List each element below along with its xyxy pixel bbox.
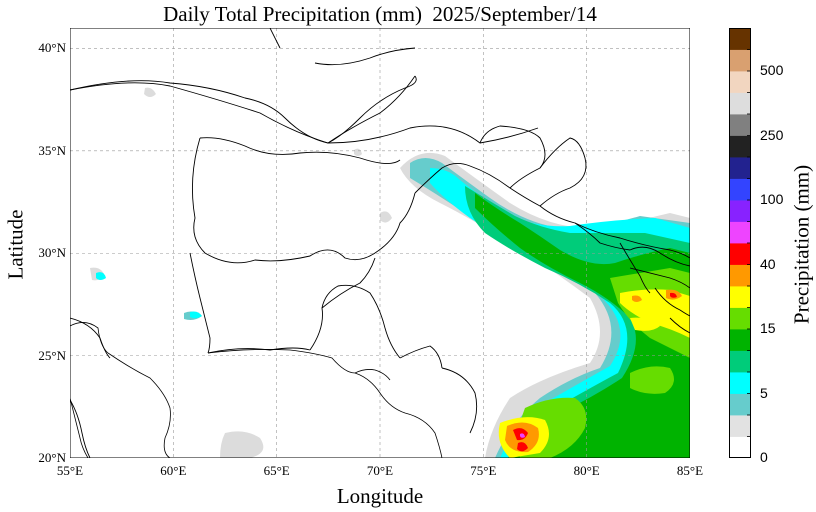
colorbar-segment (729, 329, 751, 351)
colorbar-segment (729, 393, 751, 416)
colorbar-segment (729, 200, 751, 222)
colorbar-segment (729, 28, 751, 50)
colorbar-label: 5 (760, 384, 768, 401)
x-tick-label: 60°E (160, 463, 187, 478)
colorbar-segment (729, 157, 751, 179)
colorbar-segment (729, 264, 751, 287)
colorbar-segment (729, 71, 751, 93)
precip-magenta-layer (520, 433, 525, 438)
colorbar-segment (729, 307, 751, 330)
colorbar-label: 0 (760, 449, 768, 465)
colorbar-segment (729, 135, 751, 158)
country-borders (70, 28, 690, 458)
colorbar-segment (729, 221, 751, 244)
colorbar-segment (729, 243, 751, 265)
y-axis-label: Latitude (3, 209, 28, 280)
colorbar-label: 40 (760, 255, 776, 272)
precipitation-map (70, 28, 690, 458)
y-tick-label: 20°N (38, 450, 66, 465)
x-tick-label: 55°E (56, 463, 84, 478)
y-tick-label: 25°N (38, 347, 66, 363)
colorbar-label: 15 (760, 320, 776, 336)
colorbar-segment (729, 350, 751, 373)
colorbar-title: Precipitation (mm) (789, 164, 814, 325)
x-tick-label: 85°E (676, 463, 704, 478)
colorbar-label: 250 (760, 126, 784, 143)
colorbar-segment (729, 436, 751, 458)
colorbar-segment (729, 178, 751, 201)
colorbar-segment (729, 415, 751, 437)
y-tick-label: 40°N (38, 40, 66, 56)
chart-title: Daily Total Precipitation (mm) 2025/Sept… (163, 2, 597, 26)
x-tick-label: 65°E (263, 463, 290, 478)
precip-green-layer (475, 193, 690, 458)
x-tick-label: 80°E (573, 463, 600, 478)
colorbar-label: 100 (760, 191, 784, 207)
colorbar-segment (729, 286, 751, 308)
colorbar (729, 28, 751, 458)
colorbar-label: 500 (760, 62, 784, 78)
colorbar-segment (729, 114, 751, 136)
x-tick-label: 75°E (470, 463, 497, 478)
y-tick-label: 35°N (38, 142, 66, 158)
coastlines (70, 322, 443, 458)
y-tick-label: 30°N (38, 245, 66, 261)
colorbar-segment (729, 92, 751, 115)
colorbar-segment (729, 372, 751, 394)
map-grid (70, 28, 690, 458)
x-tick-label: 70°E (366, 463, 394, 478)
colorbar-segment (729, 49, 751, 72)
x-axis-label: Longitude (336, 484, 424, 508)
